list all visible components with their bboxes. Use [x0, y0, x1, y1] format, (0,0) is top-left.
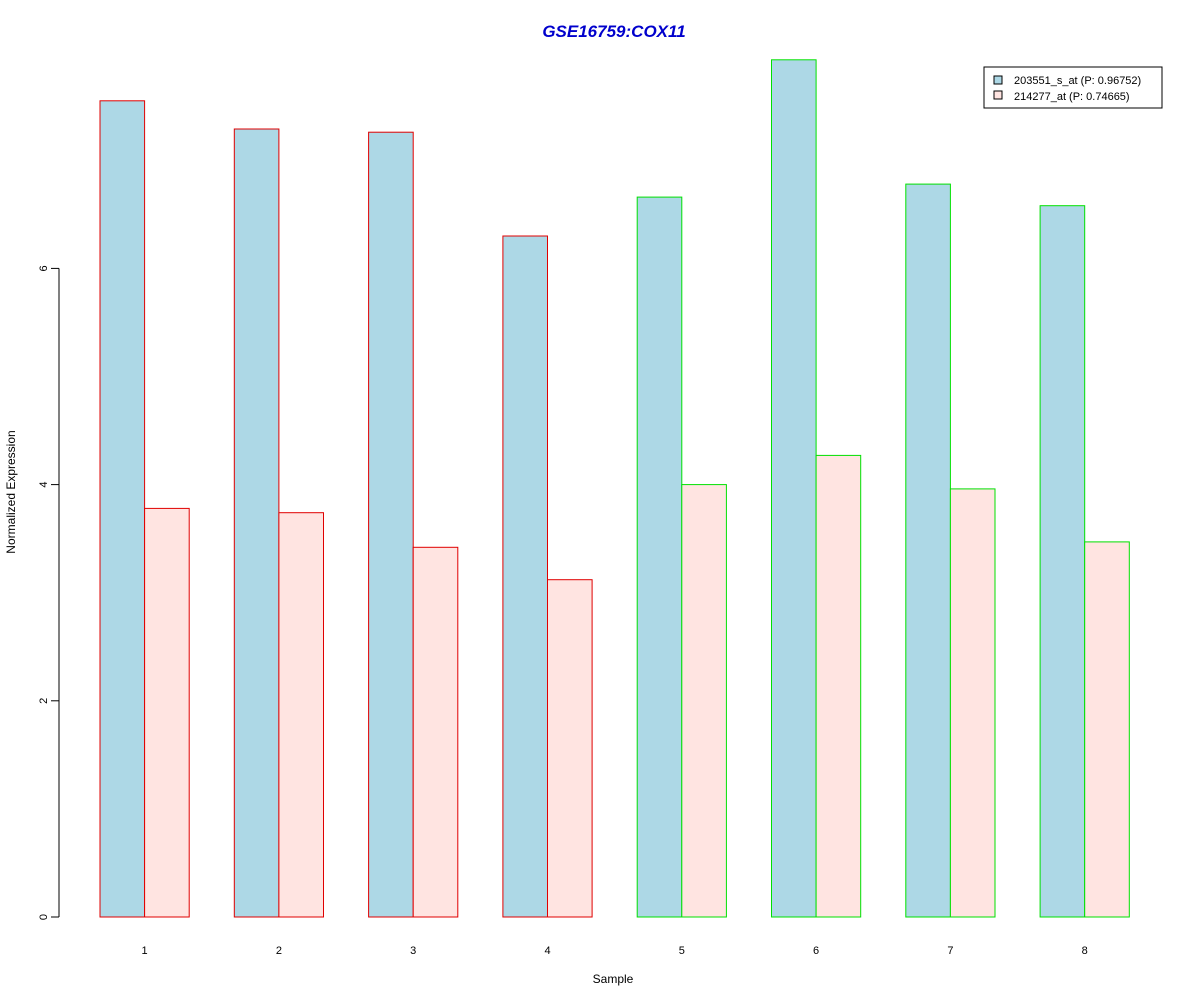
- bar-sample-2-series-1: [233, 128, 280, 918]
- legend-swatch-203551: [993, 75, 1003, 85]
- bar-sample-4-series-1: [502, 235, 548, 918]
- x-tick-label: 5: [679, 945, 685, 957]
- bar-sample-3-series-1: [368, 131, 414, 918]
- bar-sample-2-series-2: [278, 512, 324, 918]
- bar-sample-3-series-2: [412, 546, 459, 918]
- x-tick-label: 6: [813, 945, 819, 957]
- bars-group: [99, 59, 1130, 918]
- bar-sample-4-series-2: [547, 579, 593, 918]
- bar-sample-8-series-1: [1039, 205, 1086, 918]
- bar-sample-7-series-2: [949, 488, 996, 918]
- x-tick-label: 8: [1082, 945, 1088, 957]
- bar-sample-6-series-2: [815, 454, 862, 918]
- x-tick-label: 1: [142, 945, 148, 957]
- legend-box: [983, 66, 1163, 109]
- y-tick-label: 6: [38, 265, 50, 271]
- x-tick-labels: 1 2 3 4 5 6 7 8: [142, 945, 1088, 957]
- x-tick-label: 4: [544, 945, 550, 957]
- y-axis: 0 2 4 6: [38, 265, 60, 920]
- y-tick-label: 4: [38, 482, 50, 488]
- bar-sample-5-series-1: [636, 196, 683, 918]
- chart-title: GSE16759:COX11: [542, 22, 685, 41]
- x-tick-label: 3: [410, 945, 416, 957]
- legend-swatch-214277: [993, 90, 1003, 100]
- y-tick-label: 2: [38, 698, 50, 704]
- x-axis-label: Sample: [593, 972, 634, 986]
- bar-sample-6-series-1: [771, 59, 817, 918]
- bar-sample-1-series-1: [99, 100, 146, 918]
- bar-sample-1-series-2: [144, 507, 190, 918]
- legend-label-214277: 214277_at (P: 0.74665): [1014, 91, 1130, 103]
- bar-sample-8-series-2: [1084, 541, 1130, 918]
- bar-sample-7-series-1: [905, 183, 951, 918]
- legend: 203551_s_at (P: 0.96752) 214277_at (P: 0…: [983, 66, 1163, 109]
- y-tick-label: 0: [38, 914, 50, 920]
- y-axis-label: Normalized Expression: [4, 430, 18, 553]
- bar-sample-5-series-2: [681, 484, 727, 918]
- x-tick-label: 2: [276, 945, 282, 957]
- x-tick-label: 7: [947, 945, 953, 957]
- legend-label-203551: 203551_s_at (P: 0.96752): [1014, 75, 1141, 87]
